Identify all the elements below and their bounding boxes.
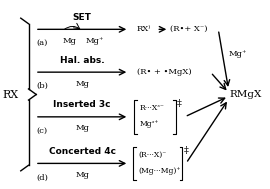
Text: (c): (c) bbox=[36, 127, 47, 135]
Text: RX⁾: RX⁾ bbox=[137, 25, 151, 33]
Text: (a): (a) bbox=[36, 39, 48, 47]
Text: Mg: Mg bbox=[75, 124, 89, 132]
Text: RX: RX bbox=[2, 90, 18, 99]
Text: (b): (b) bbox=[36, 82, 48, 90]
Text: Mg: Mg bbox=[75, 171, 89, 179]
Text: (Mg···Mg)⁺: (Mg···Mg)⁺ bbox=[138, 167, 181, 175]
Text: (R•+ X⁻): (R•+ X⁻) bbox=[170, 25, 208, 33]
Text: Inserted 3c: Inserted 3c bbox=[53, 100, 111, 109]
Text: Mg: Mg bbox=[62, 37, 76, 45]
Text: SET: SET bbox=[73, 13, 92, 22]
Text: R···Xᶟ⁻: R···Xᶟ⁻ bbox=[140, 105, 164, 112]
Text: (d): (d) bbox=[36, 173, 48, 181]
Text: Concerted 4c: Concerted 4c bbox=[49, 147, 116, 156]
Text: (R• + •MgX): (R• + •MgX) bbox=[137, 68, 191, 76]
Text: Mg: Mg bbox=[75, 80, 89, 88]
Text: RMgX: RMgX bbox=[230, 90, 262, 99]
Text: ‡: ‡ bbox=[183, 146, 188, 155]
Text: Mg⁺: Mg⁺ bbox=[86, 37, 104, 45]
Text: Mgᶟ⁺: Mgᶟ⁺ bbox=[140, 120, 159, 128]
Text: Hal. abs.: Hal. abs. bbox=[60, 56, 104, 65]
Text: Mg⁺: Mg⁺ bbox=[229, 50, 247, 58]
Text: (R···X)⁻: (R···X)⁻ bbox=[138, 151, 167, 159]
Text: ‡: ‡ bbox=[177, 99, 182, 108]
